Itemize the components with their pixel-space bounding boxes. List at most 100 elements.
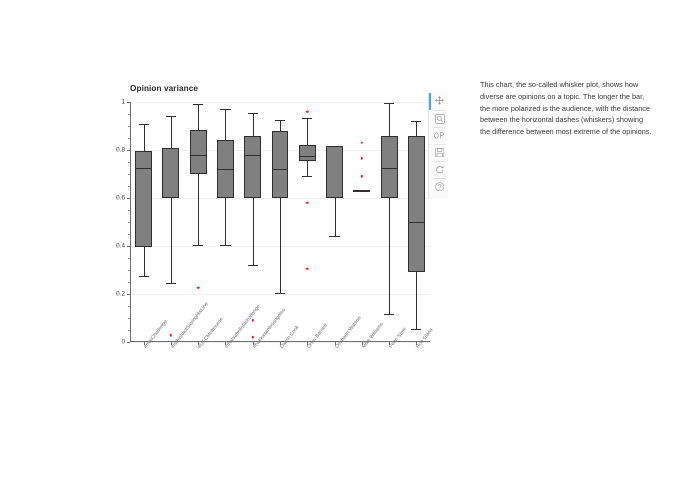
plot-area[interactable]: 0 0.2 0.4 0.6 0.8 1 #mmChallenge#IsthisIdiotS… xyxy=(116,99,435,350)
whisker-cap-upper xyxy=(165,116,176,118)
x-tick-label: Drew Barnett xyxy=(306,323,329,350)
y-tick-mark xyxy=(127,198,130,199)
box-iqr[interactable] xyxy=(244,135,262,198)
whisker-cap-lower xyxy=(138,276,149,277)
x-tick-label: #mmChallenge xyxy=(143,319,169,350)
whisker-cap-upper xyxy=(193,104,204,106)
whisker-cap-lower xyxy=(411,328,422,330)
toolbar-separator xyxy=(434,110,445,111)
save-disk-icon[interactable] xyxy=(432,145,447,160)
y-tick-mark xyxy=(127,294,130,295)
y-tick-minor xyxy=(128,318,130,319)
reset-refresh-icon[interactable] xyxy=(432,162,447,177)
outlier-point[interactable] xyxy=(360,157,364,160)
x-tick-label: Mike Williams xyxy=(361,321,385,349)
median-line xyxy=(407,222,425,223)
x-tick-mark xyxy=(143,342,145,345)
whisker-cap-upper xyxy=(411,121,422,123)
x-tick-label: #UFCMelbourne xyxy=(197,317,225,350)
x-tick-label: Dalvin Cook xyxy=(279,324,301,349)
x-tick-mark xyxy=(225,342,227,345)
y-tick-minor xyxy=(128,282,130,283)
whisker-cap-lower xyxy=(329,236,340,238)
outlier-point[interactable] xyxy=(251,319,254,322)
whisker-cap-upper xyxy=(138,123,149,125)
whisker-cap-lower xyxy=(193,244,204,246)
y-tick-minor xyxy=(128,114,130,115)
zoom-pan-pair-icon[interactable] xyxy=(432,128,447,143)
y-tick-minor xyxy=(128,258,130,259)
x-axis-spine xyxy=(130,341,430,342)
whisker-cap-lower xyxy=(384,314,395,316)
chart-toolbar[interactable] xyxy=(428,92,449,198)
whisker-cap-upper xyxy=(356,189,367,191)
toolbar-separator xyxy=(434,144,445,145)
x-tick-label: Ron Glass xyxy=(415,327,434,350)
y-tick-label: 0.4 xyxy=(116,242,125,250)
whisker-cap-upper xyxy=(247,112,258,114)
x-tick-label: #hakkasanlosangeles xyxy=(252,307,287,349)
y-tick-label: 0.8 xyxy=(116,146,125,154)
median-line xyxy=(217,169,234,171)
pan-move-icon[interactable] xyxy=(432,93,447,108)
whisker-cap-lower xyxy=(220,244,231,246)
x-tick-mark xyxy=(334,342,336,345)
x-tick-label: Deshaun Watson xyxy=(334,315,363,349)
x-tick-mark xyxy=(198,342,200,345)
y-tick-label: 0.2 xyxy=(116,290,125,298)
outlier-point[interactable] xyxy=(360,141,364,144)
x-tick-label: Penn State xyxy=(388,326,408,350)
whisker-cap-upper xyxy=(302,117,313,119)
box-iqr[interactable] xyxy=(189,129,207,174)
y-tick-minor xyxy=(128,234,130,235)
chart-description-text: This chart, the so-called whisker plot, … xyxy=(480,80,652,137)
median-line xyxy=(271,169,289,171)
median-line xyxy=(189,154,207,156)
y-tick-minor xyxy=(128,126,130,127)
x-tick-label: #IsthisIdiotSayingHisLine xyxy=(170,301,210,350)
box-iqr[interactable] xyxy=(271,130,289,198)
gridline xyxy=(130,294,430,295)
outlier-point[interactable] xyxy=(251,335,254,339)
outlier-point[interactable] xyxy=(360,175,364,178)
y-tick-minor xyxy=(128,330,130,331)
whisker-line xyxy=(198,104,200,245)
outlier-point[interactable] xyxy=(306,267,309,270)
outlier-point[interactable] xyxy=(196,286,200,290)
outlier-point[interactable] xyxy=(306,110,309,113)
y-tick-label: 1 xyxy=(121,98,125,106)
x-tick-mark xyxy=(280,342,281,345)
y-tick-minor xyxy=(128,186,130,187)
outlier-point[interactable] xyxy=(306,201,309,204)
whisker-cap-lower xyxy=(247,265,258,267)
median-line xyxy=(244,154,262,156)
y-tick-minor xyxy=(128,270,130,271)
y-tick-mark xyxy=(127,342,130,343)
y-tick-mark xyxy=(127,150,130,151)
median-line xyxy=(326,146,343,148)
whisker-cap-upper xyxy=(274,120,286,121)
x-tick-mark xyxy=(307,342,309,345)
box-iqr[interactable] xyxy=(326,145,343,198)
help-question-icon[interactable] xyxy=(432,179,447,194)
box-iqr[interactable] xyxy=(135,151,153,248)
box-collapsed[interactable] xyxy=(353,190,371,193)
y-tick-minor xyxy=(128,306,130,307)
y-axis-spine xyxy=(130,102,131,342)
box-iqr[interactable] xyxy=(380,135,398,198)
whisker-line xyxy=(170,116,172,284)
opinion-variance-chart-widget: Opinion variance 0 0.2 0.4 0.6 0.8 1 #mmChall… xyxy=(116,80,448,355)
toolbar-accent-bar xyxy=(429,93,431,110)
y-tick-mark xyxy=(127,102,130,103)
whisker-cap-upper xyxy=(384,103,395,105)
box-iqr[interactable] xyxy=(298,145,316,161)
median-line xyxy=(380,168,398,169)
box-iqr[interactable] xyxy=(407,135,425,273)
x-tick-label: #thatsahellofachallenge xyxy=(224,304,262,350)
box-iqr[interactable] xyxy=(162,147,180,198)
whisker-line xyxy=(280,120,281,293)
toolbar-separator xyxy=(434,127,445,128)
outlier-point[interactable] xyxy=(169,334,173,337)
chart-title: Opinion variance xyxy=(130,84,199,93)
zoom-magnifier-icon[interactable] xyxy=(432,111,447,126)
